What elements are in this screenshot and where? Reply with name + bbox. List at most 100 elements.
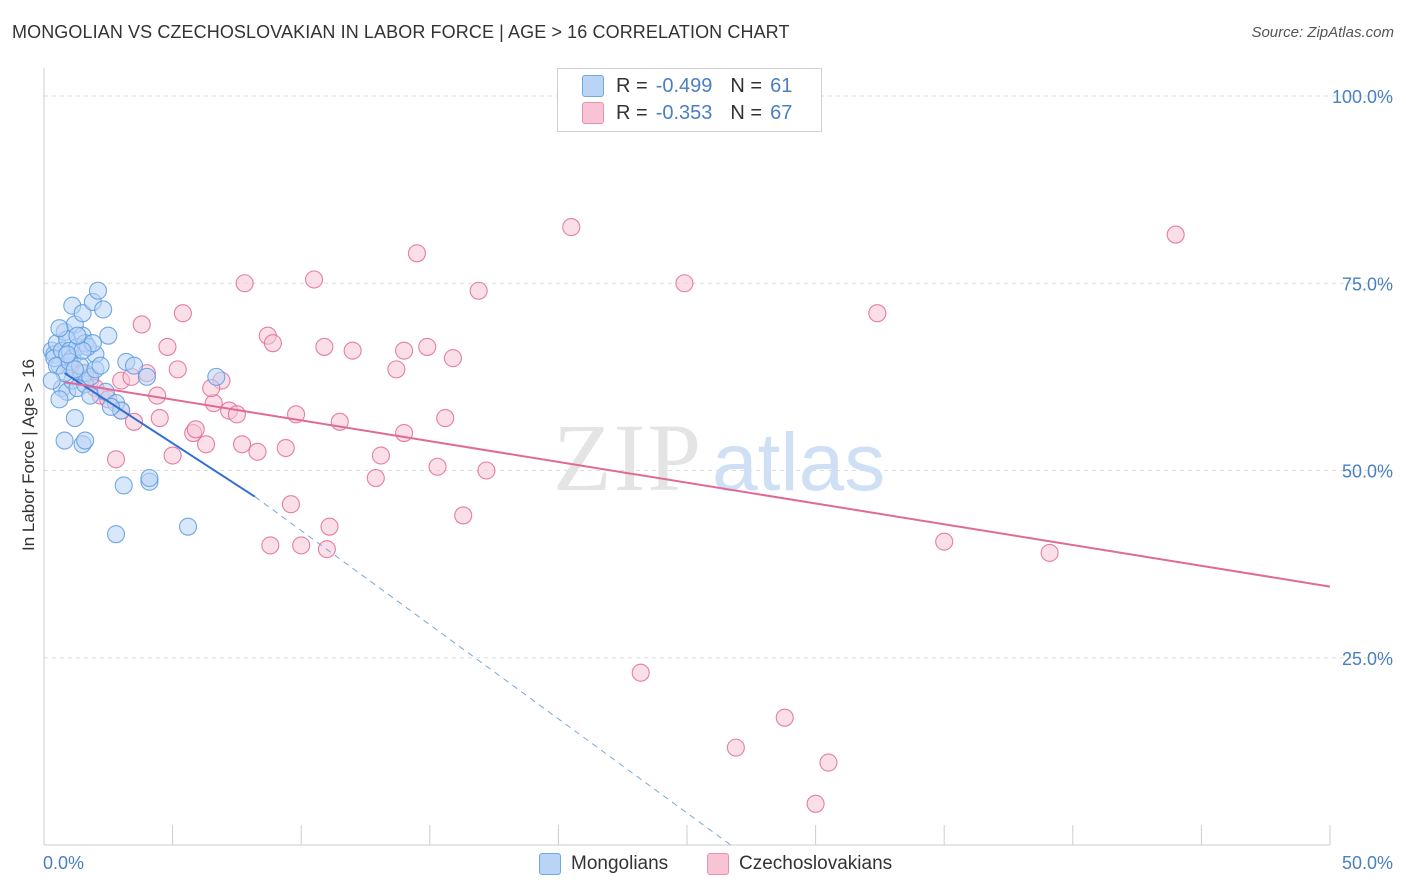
data-point	[387, 360, 406, 379]
data-point	[94, 300, 113, 319]
legend-swatch-czechoslovakians	[582, 102, 604, 124]
data-point	[1040, 543, 1059, 562]
data-point	[235, 274, 254, 293]
legend-n-label: N =	[730, 74, 763, 97]
data-point	[124, 412, 144, 431]
data-point	[315, 337, 334, 356]
data-point	[106, 450, 126, 469]
watermark: ZIP atlas	[553, 404, 885, 511]
data-point	[806, 794, 825, 813]
data-point	[428, 457, 447, 476]
watermark-atlas: atlas	[712, 417, 885, 508]
data-point	[395, 423, 414, 443]
trend-lines	[64, 372, 1331, 846]
legend-n-value: 67	[770, 101, 793, 124]
data-point	[55, 431, 74, 450]
series-czechoslovakians-points	[60, 218, 1185, 813]
data-point	[173, 304, 192, 323]
bottom-legend-czechoslovakians[interactable]: Czechoslovakians	[707, 852, 892, 876]
data-point	[140, 468, 159, 488]
y-tick-label: 25.0%	[1342, 649, 1393, 669]
data-point	[65, 360, 84, 379]
data-point	[50, 390, 69, 409]
data-point	[204, 394, 223, 413]
trend-line-mongolians	[64, 372, 256, 498]
legend-r-value: -0.499	[655, 74, 713, 97]
data-point	[407, 244, 426, 263]
chart-title: MONGOLIAN VS CZECHOSLOVAKIAN IN LABOR FO…	[12, 22, 790, 42]
data-point	[163, 446, 182, 465]
data-point	[99, 326, 118, 345]
bottom-legend-label-czechoslovakians: Czechoslovakians	[739, 853, 893, 874]
data-point	[305, 270, 324, 289]
data-point	[178, 517, 198, 536]
series-mongolians-points	[42, 281, 226, 544]
data-point	[263, 334, 282, 353]
data-point	[276, 438, 295, 458]
source-label: Source: ZipAtlas.com	[1251, 24, 1394, 41]
data-point	[101, 397, 120, 416]
data-point	[436, 409, 455, 428]
x-tick-label: 0.0%	[43, 853, 84, 873]
data-point	[73, 341, 92, 360]
legend-row-czechoslovakians: R = -0.353 N = 67	[582, 100, 792, 126]
legend-n-value: 61	[770, 74, 793, 97]
data-point	[631, 663, 650, 682]
data-point	[50, 319, 69, 338]
legend-r-label: R =	[616, 101, 648, 124]
data-point	[232, 435, 252, 454]
bottom-legend-swatch-mongolians	[539, 853, 561, 875]
data-point	[775, 708, 794, 727]
data-point	[477, 461, 496, 480]
bottom-legend-mongolians[interactable]: Mongolians	[539, 852, 668, 876]
x-tick-label: 50.0%	[1342, 853, 1393, 873]
data-point	[443, 349, 462, 368]
data-point	[454, 506, 473, 525]
data-point	[726, 738, 745, 757]
data-point	[42, 371, 61, 390]
bottom-legend-label-mongolians: Mongolians	[571, 853, 669, 874]
data-point	[137, 367, 156, 386]
data-point	[819, 753, 838, 772]
legend-row-mongolians: R = -0.499 N = 61	[582, 73, 792, 99]
legend-n-label: N =	[730, 101, 763, 124]
data-point	[186, 420, 205, 439]
data-point	[207, 367, 226, 386]
data-point	[366, 468, 385, 488]
data-point	[65, 409, 84, 428]
data-point	[469, 281, 488, 300]
data-point	[1166, 225, 1185, 244]
data-point	[261, 536, 280, 555]
data-point	[91, 356, 110, 375]
data-point	[132, 315, 151, 334]
data-point	[106, 525, 126, 544]
legend-r-label: R =	[616, 74, 648, 97]
data-point	[281, 495, 300, 514]
data-point	[158, 337, 177, 356]
data-point	[73, 304, 92, 323]
data-point	[868, 304, 887, 323]
data-point	[58, 345, 77, 364]
data-point	[343, 341, 362, 360]
y-tick-label: 75.0%	[1342, 274, 1393, 294]
axes	[43, 68, 1331, 846]
data-point	[675, 274, 694, 293]
y-tick-label: 100.0%	[1332, 87, 1393, 107]
trend-line-czechoslovakians	[64, 381, 1331, 588]
stats-legend: R = -0.499 N = 61 R = -0.353 N = 67	[557, 68, 822, 132]
watermark-zip: ZIP	[553, 404, 703, 511]
data-point	[320, 517, 339, 536]
data-point	[76, 431, 95, 450]
data-point	[88, 281, 108, 300]
data-point	[371, 446, 390, 465]
data-point	[124, 356, 144, 375]
data-point	[935, 532, 954, 551]
bottom-legend-swatch-czechoslovakians	[707, 853, 729, 875]
gridlines	[44, 95, 1392, 659]
data-point	[562, 218, 581, 237]
y-axis-title: In Labor Force | Age > 16	[19, 359, 38, 551]
legend-r-value: -0.353	[655, 101, 713, 124]
data-point	[168, 360, 187, 379]
data-point	[248, 442, 267, 461]
